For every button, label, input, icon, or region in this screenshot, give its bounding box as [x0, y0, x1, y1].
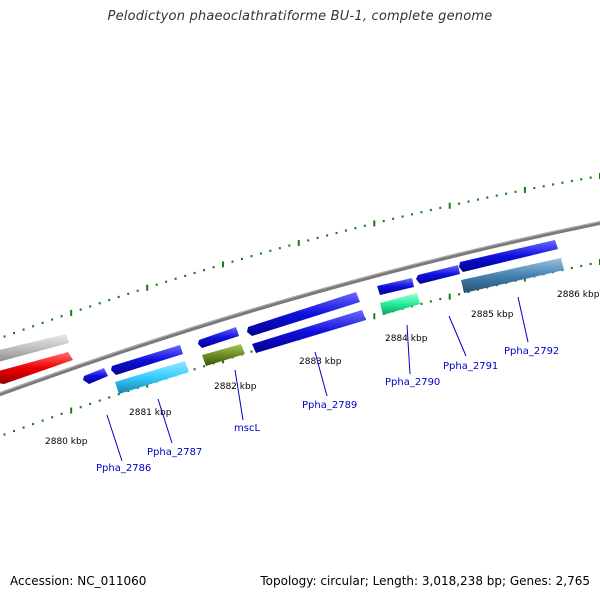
accession-text: Accession: NC_011060	[10, 574, 147, 588]
gene-teal-2790[interactable]	[380, 293, 420, 315]
gene-grey[interactable]	[0, 334, 69, 362]
gene-olive-mscL[interactable]	[202, 344, 245, 366]
gene-blue-rev-b[interactable]	[416, 265, 460, 284]
kbp-label-2885: 2885 kbp	[471, 310, 514, 320]
gene-cyan[interactable]	[115, 361, 189, 394]
kbp-label-2884: 2884 kbp	[385, 334, 428, 344]
gene-blue-rev-c[interactable]	[198, 327, 239, 348]
gene-blue-fwd-1[interactable]	[247, 292, 360, 336]
gene-label-ppha-2791[interactable]: Ppha_2791	[443, 361, 498, 372]
gene-label-connectors	[106, 296, 529, 462]
gene-blue-rev-2[interactable]	[111, 345, 183, 375]
gene-label-ppha-2789[interactable]: Ppha_2789	[302, 400, 357, 411]
gene-blue-2789[interactable]	[252, 310, 366, 353]
kbp-label-2882: 2882 kbp	[214, 382, 257, 392]
map-title: Pelodictyon phaeoclathratiforme BU-1, co…	[107, 9, 493, 24]
gene-label-ppha-2786[interactable]: Ppha_2786	[96, 463, 151, 474]
outer-tick-ring	[3, 173, 600, 338]
gene-blue-rev-a[interactable]	[377, 278, 414, 295]
gene-label-ppha-2790[interactable]: Ppha_2790	[385, 377, 440, 388]
genome-summary-text: Topology: circular; Length: 3,018,238 bp…	[260, 574, 590, 588]
gene-blue-fwd-2[interactable]	[459, 240, 558, 272]
gene-label-ppha-2792[interactable]: Ppha_2792	[504, 346, 559, 357]
kbp-label-2886: 2886 kbp	[557, 290, 600, 300]
kbp-label-2881: 2881 kbp	[129, 408, 172, 418]
gene-blue-rev-1[interactable]	[83, 368, 108, 384]
gene-label-ppha-2787[interactable]: Ppha_2787	[147, 447, 202, 458]
kbp-label-2880: 2880 kbp	[45, 437, 88, 447]
gene-red[interactable]	[0, 352, 73, 384]
gene-steel-2792[interactable]	[461, 258, 564, 293]
genome-backbone	[0, 220, 600, 397]
gene-label-mscl[interactable]: mscL	[234, 423, 260, 434]
kbp-label-2883: 2883 kbp	[299, 357, 342, 367]
